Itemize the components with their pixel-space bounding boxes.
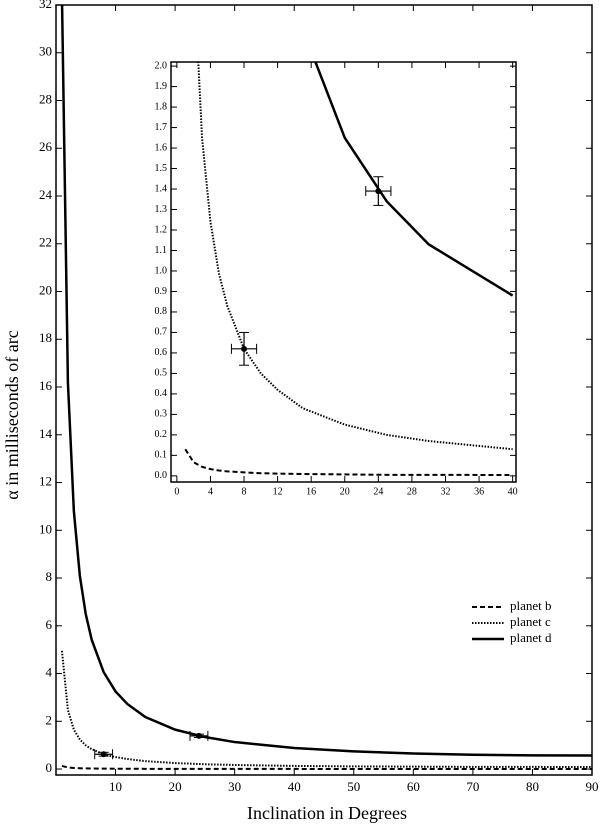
series-line bbox=[61, 764, 592, 770]
y-tick-label: 0.2 bbox=[155, 429, 168, 440]
plot-background bbox=[171, 62, 516, 482]
y-tick-label: 30 bbox=[39, 44, 52, 59]
x-tick-label: 70 bbox=[466, 779, 479, 794]
series-line bbox=[197, 62, 513, 451]
y-tick-label: 1.5 bbox=[155, 163, 168, 174]
y-tick-label: 0 bbox=[46, 760, 53, 775]
legend-label: planet c bbox=[510, 614, 551, 629]
y-tick-label: 0.0 bbox=[155, 470, 168, 481]
plot-frame bbox=[170, 61, 517, 483]
x-axis-label: Inclination in Degrees bbox=[247, 803, 407, 823]
y-tick-label: 0.4 bbox=[155, 388, 168, 399]
plot-frame bbox=[55, 4, 593, 776]
y-tick-label: 0.3 bbox=[155, 409, 168, 420]
x-tick-label: 10 bbox=[109, 779, 122, 794]
x-tick-label: 4 bbox=[208, 486, 213, 497]
data-point bbox=[375, 188, 382, 195]
x-tick-label: 24 bbox=[373, 486, 383, 497]
y-tick-label: 18 bbox=[39, 330, 52, 345]
x-tick-label: 20 bbox=[340, 486, 350, 497]
y-tick-label: 12 bbox=[39, 474, 52, 489]
y-tick-label: 2 bbox=[46, 712, 53, 727]
y-tick-label: 1.6 bbox=[155, 142, 168, 153]
x-tick-label: 36 bbox=[474, 486, 484, 497]
y-tick-label: 26 bbox=[39, 139, 53, 154]
x-tick-label: 90 bbox=[586, 779, 599, 794]
x-tick-label: 28 bbox=[407, 486, 417, 497]
y-tick-label: 6 bbox=[46, 617, 53, 632]
y-tick-label: 1.7 bbox=[155, 122, 168, 133]
y-tick-label: 8 bbox=[46, 569, 53, 584]
x-tick-label: 16 bbox=[306, 486, 316, 497]
x-tick-label: 40 bbox=[508, 486, 518, 497]
y-tick-label: 32 bbox=[39, 0, 52, 11]
y-tick-label: 22 bbox=[39, 235, 52, 250]
data-point bbox=[100, 751, 107, 758]
y-tick-label: 20 bbox=[39, 282, 52, 297]
y-tick-label: 4 bbox=[46, 665, 53, 680]
y-tick-label: 0.8 bbox=[155, 306, 168, 317]
x-tick-label: 50 bbox=[347, 779, 360, 794]
y-tick-label: 0.5 bbox=[155, 368, 168, 379]
legend-label: planet d bbox=[510, 630, 552, 645]
series-line bbox=[60, 5, 592, 757]
series-line bbox=[60, 650, 592, 768]
series-line bbox=[184, 448, 513, 477]
data-point bbox=[241, 345, 248, 352]
y-tick-label: 0.6 bbox=[155, 347, 168, 358]
y-tick-label: 1.4 bbox=[155, 183, 168, 194]
y-tick-label: 1.0 bbox=[155, 265, 168, 276]
y-axis-label: α in milliseconds of arc bbox=[2, 330, 22, 499]
x-tick-label: 8 bbox=[242, 486, 247, 497]
plot: 0 4 8 12 16 20 24 28 32 36 40 0.0 0.1 0.2 0.3 0.4 0.5 0.6… bbox=[155, 60, 518, 497]
y-tick-label: 1.3 bbox=[155, 204, 168, 215]
data-point bbox=[195, 732, 202, 739]
y-tick-label: 16 bbox=[39, 378, 53, 393]
x-tick-label: 60 bbox=[407, 779, 420, 794]
legend-label: planet b bbox=[510, 598, 552, 613]
y-tick-label: 0.9 bbox=[155, 286, 168, 297]
y-tick-label: 2.0 bbox=[155, 60, 168, 71]
x-tick-label: 80 bbox=[526, 779, 539, 794]
y-tick-label: 1.1 bbox=[155, 245, 168, 256]
x-tick-label: 30 bbox=[228, 779, 241, 794]
y-tick-label: 24 bbox=[39, 187, 53, 202]
y-tick-label: 28 bbox=[39, 91, 52, 106]
x-tick-label: 0 bbox=[174, 486, 179, 497]
x-tick-label: 32 bbox=[440, 486, 450, 497]
y-tick-label: 14 bbox=[39, 426, 53, 441]
y-tick-label: 1.8 bbox=[155, 101, 168, 112]
x-tick-label: 40 bbox=[288, 779, 301, 794]
x-tick-label: 20 bbox=[169, 779, 182, 794]
y-tick-label: 1.9 bbox=[155, 81, 168, 92]
y-tick-label: 10 bbox=[39, 521, 52, 536]
y-tick-label: 0.7 bbox=[155, 327, 168, 338]
y-tick-label: 1.2 bbox=[155, 224, 168, 235]
x-tick-label: 12 bbox=[273, 486, 283, 497]
y-tick-label: 0.1 bbox=[155, 450, 168, 461]
